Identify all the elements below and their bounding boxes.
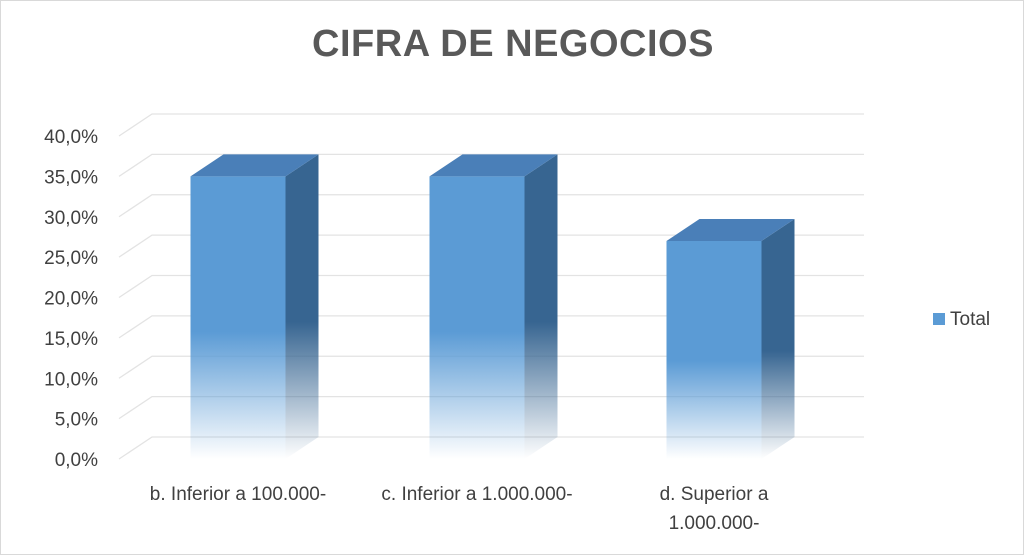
y-tick-label: 0,0% (55, 450, 98, 471)
y-tick-label: 30,0% (44, 208, 98, 229)
bar-top (190, 154, 319, 177)
y-tick-label: 40,0% (44, 127, 98, 148)
y-tick-label: 25,0% (44, 248, 98, 269)
gridline (118, 355, 864, 379)
y-tick-label: 10,0% (44, 369, 98, 390)
gridline (118, 234, 864, 258)
gridline (118, 274, 864, 299)
x-category-label: d. Superior a 1.000.000- (660, 484, 769, 534)
y-tick-label: 20,0% (44, 289, 98, 310)
gridline (118, 436, 864, 460)
chart-title: CIFRA DE NEGOCIOS (312, 23, 714, 65)
gridline (118, 194, 864, 218)
x-category-label: c. Inferior a 1.000.000- (381, 484, 572, 505)
bar-side (761, 218, 795, 459)
bar-front (429, 176, 525, 459)
gridline (118, 113, 864, 137)
bar-top (666, 218, 795, 241)
gridline (118, 395, 864, 420)
bar-side (524, 154, 558, 459)
bar-top (429, 154, 558, 177)
y-tick-label: 15,0% (44, 329, 98, 350)
bar-front (190, 176, 286, 459)
legend-label: Total (950, 309, 990, 330)
legend-swatch (933, 313, 945, 325)
x-category-label: b. Inferior a 100.000- (150, 484, 326, 505)
y-tick-label: 5,0% (55, 410, 98, 431)
gridline (118, 153, 864, 177)
y-tick-label: 35,0% (44, 167, 98, 188)
bar-side (285, 154, 319, 459)
bar-front (666, 240, 762, 459)
gridline (118, 315, 864, 339)
